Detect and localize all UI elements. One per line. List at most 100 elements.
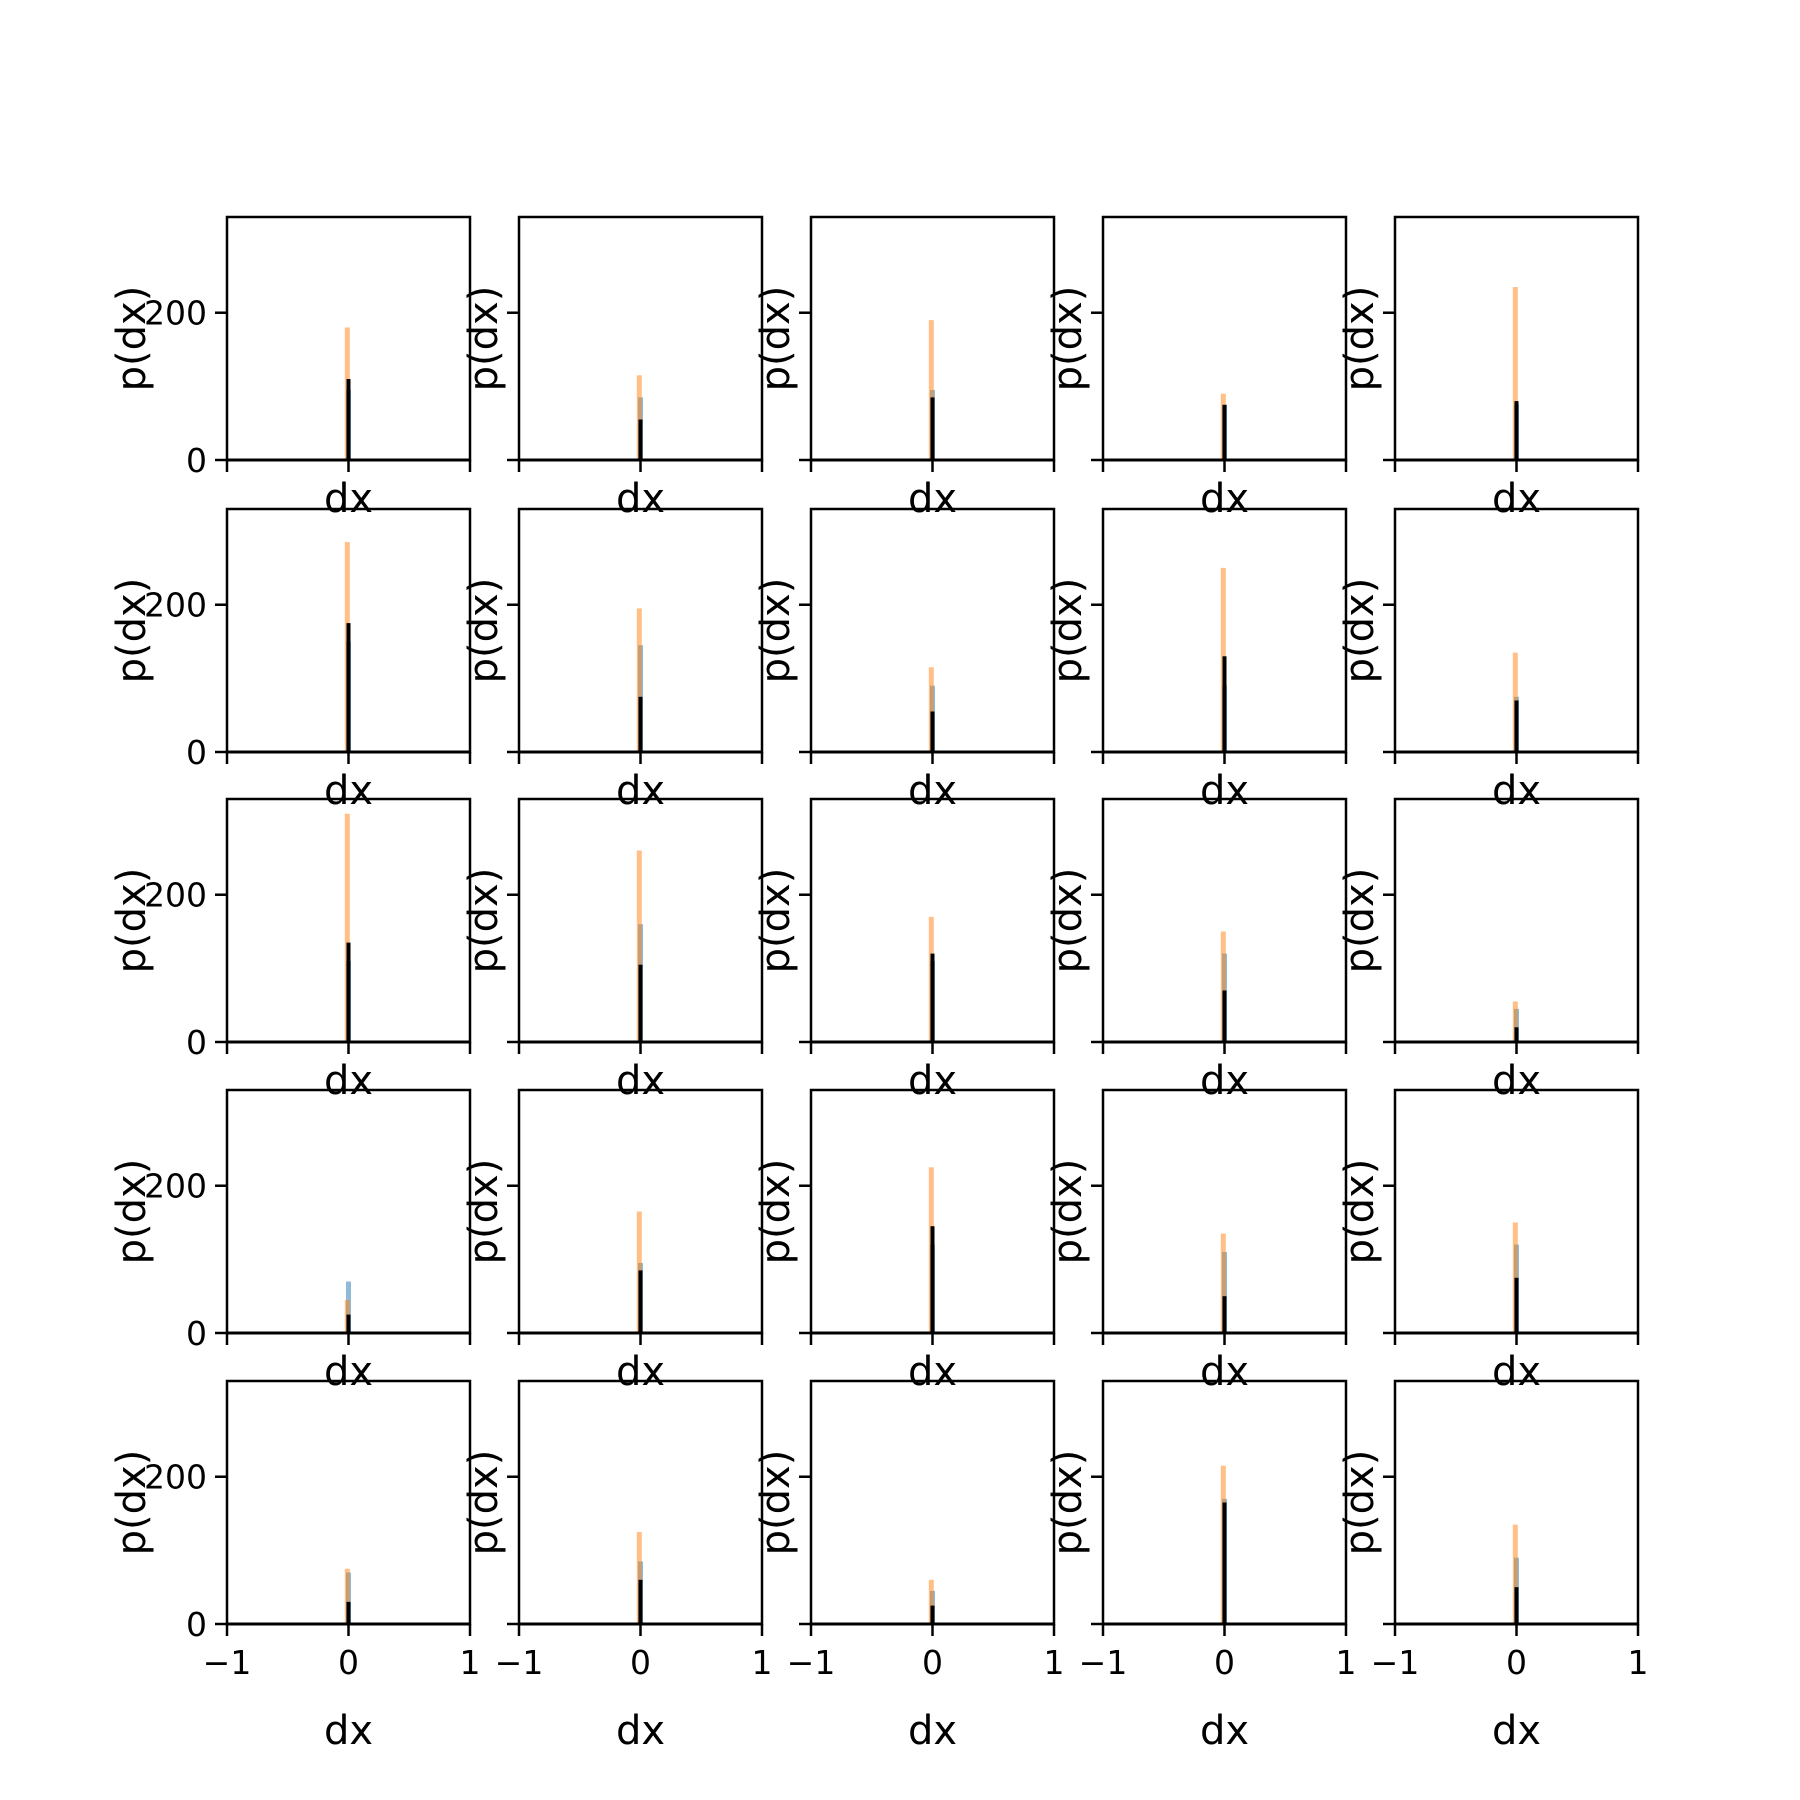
y-axis-label: p(dx) xyxy=(1337,1450,1383,1556)
y-axis-label: p(dx) xyxy=(109,1159,155,1265)
y-tick-label: 200 xyxy=(144,1167,207,1206)
x-axis-label: dx xyxy=(324,1058,373,1104)
x-axis-label: dx xyxy=(908,768,957,814)
panel-r3-c3: dx p(dx) xyxy=(753,797,1056,1104)
y-axis-label: p(dx) xyxy=(1045,1450,1091,1556)
bar-orange xyxy=(928,320,934,460)
y-axis-label: p(dx) xyxy=(1337,286,1383,392)
bar-orange xyxy=(344,1568,350,1624)
y-axis-label: p(dx) xyxy=(1337,578,1383,684)
panel-r1-c1: 0 200 dx p(dx) xyxy=(109,215,472,522)
x-axis-label: dx xyxy=(324,768,373,814)
bar-black xyxy=(346,1314,351,1333)
panel-r4-c1: 0 200 dx p(dx) xyxy=(109,1088,472,1395)
x-tick-label: 1 xyxy=(460,1643,481,1682)
x-tick-label: −1 xyxy=(203,1643,252,1682)
bar-black xyxy=(346,942,351,1042)
bar-black xyxy=(638,964,643,1042)
x-axis-label: dx xyxy=(616,1349,665,1395)
panel-r4-c4: dx p(dx) xyxy=(1045,1088,1348,1395)
panel-grid: 0 200 dx p(dx) dx p(dx) dx p(dx) dx p(dx) dx p(dx) 0… xyxy=(109,215,1649,1754)
y-tick-label: 0 xyxy=(186,733,207,772)
x-axis-label: dx xyxy=(1492,476,1541,522)
y-axis-label: p(dx) xyxy=(1045,578,1091,684)
panel-r2-c3: dx p(dx) xyxy=(753,507,1056,814)
x-axis-label: dx xyxy=(616,768,665,814)
y-axis-label: p(dx) xyxy=(753,1450,799,1556)
bar-orange xyxy=(344,813,350,1042)
y-axis-label: p(dx) xyxy=(1337,1159,1383,1265)
x-axis-label: dx xyxy=(908,1708,957,1754)
x-axis-label: dx xyxy=(324,1349,373,1395)
x-axis-label: dx xyxy=(908,1349,957,1395)
bar-black xyxy=(930,397,935,460)
panel-r5-c5: −1 0 1 dx p(dx) xyxy=(1337,1379,1649,1754)
bar-black xyxy=(1514,1027,1519,1042)
x-tick-label: −1 xyxy=(495,1643,544,1682)
x-tick-label: 1 xyxy=(1044,1643,1065,1682)
x-axis-label: dx xyxy=(324,1708,373,1754)
panel-r5-c3: −1 0 1 dx p(dx) xyxy=(753,1379,1065,1754)
y-tick-label: 200 xyxy=(144,876,207,915)
panel-r5-c4: −1 0 1 dx p(dx) xyxy=(1045,1379,1357,1754)
bar-orange xyxy=(636,1532,642,1624)
y-axis-label: p(dx) xyxy=(109,1450,155,1556)
panel-r4-c3: dx p(dx) xyxy=(753,1088,1056,1395)
bar-black xyxy=(1514,401,1519,460)
x-axis-label: dx xyxy=(1200,768,1249,814)
bar-black xyxy=(1222,1502,1227,1624)
y-axis-label: p(dx) xyxy=(1337,868,1383,974)
bar-orange xyxy=(1220,931,1226,1042)
y-axis-label: p(dx) xyxy=(109,286,155,392)
y-axis-label: p(dx) xyxy=(461,1159,507,1265)
y-axis-label: p(dx) xyxy=(1045,286,1091,392)
x-axis-label: dx xyxy=(1200,1708,1249,1754)
panel-r3-c5: dx p(dx) xyxy=(1337,797,1640,1104)
panel-r1-c5: dx p(dx) xyxy=(1337,215,1640,522)
panel-r3-c2: dx p(dx) xyxy=(461,797,764,1104)
x-axis-label: dx xyxy=(616,1708,665,1754)
x-tick-label: −1 xyxy=(1079,1643,1128,1682)
y-axis-label: p(dx) xyxy=(753,1159,799,1265)
bar-black xyxy=(1514,1587,1519,1624)
y-axis-label: p(dx) xyxy=(461,578,507,684)
bar-orange xyxy=(636,375,642,460)
y-tick-label: 0 xyxy=(186,1023,207,1062)
bar-black xyxy=(930,711,935,752)
bar-orange xyxy=(1220,1233,1226,1333)
x-tick-label: 0 xyxy=(1506,1643,1527,1682)
bar-orange xyxy=(1512,1001,1518,1042)
bar-black xyxy=(346,379,351,460)
panel-r4-c5: dx p(dx) xyxy=(1337,1088,1640,1395)
x-tick-label: 1 xyxy=(1336,1643,1357,1682)
panel-r3-c1: 0 200 dx p(dx) xyxy=(109,797,472,1104)
bar-orange xyxy=(1512,287,1518,460)
bar-black xyxy=(1222,404,1227,460)
panel-r1-c3: dx p(dx) xyxy=(753,215,1056,522)
y-tick-label: 0 xyxy=(186,1605,207,1644)
panel-r2-c1: 0 200 dx p(dx) xyxy=(109,507,472,814)
bar-black xyxy=(930,1226,935,1333)
bar-black xyxy=(346,623,351,752)
panel-r1-c4: dx p(dx) xyxy=(1045,215,1348,522)
y-axis-label: p(dx) xyxy=(753,868,799,974)
x-axis-label: dx xyxy=(1200,476,1249,522)
x-axis-label: dx xyxy=(1492,1708,1541,1754)
x-tick-label: −1 xyxy=(787,1643,836,1682)
y-axis-label: p(dx) xyxy=(109,578,155,684)
y-tick-label: 0 xyxy=(186,1314,207,1353)
x-axis-label: dx xyxy=(1492,1349,1541,1395)
bar-black xyxy=(638,419,643,460)
y-axis-label: p(dx) xyxy=(753,578,799,684)
bar-black xyxy=(1222,1296,1227,1333)
bar-black xyxy=(346,1601,351,1624)
bar-black xyxy=(1514,1277,1519,1333)
y-tick-label: 0 xyxy=(186,441,207,480)
bar-black xyxy=(930,1605,935,1624)
x-axis-label: dx xyxy=(908,476,957,522)
x-tick-label: 1 xyxy=(1628,1643,1649,1682)
y-axis-label: p(dx) xyxy=(753,286,799,392)
panel-r5-c2: −1 0 1 dx p(dx) xyxy=(461,1379,773,1754)
